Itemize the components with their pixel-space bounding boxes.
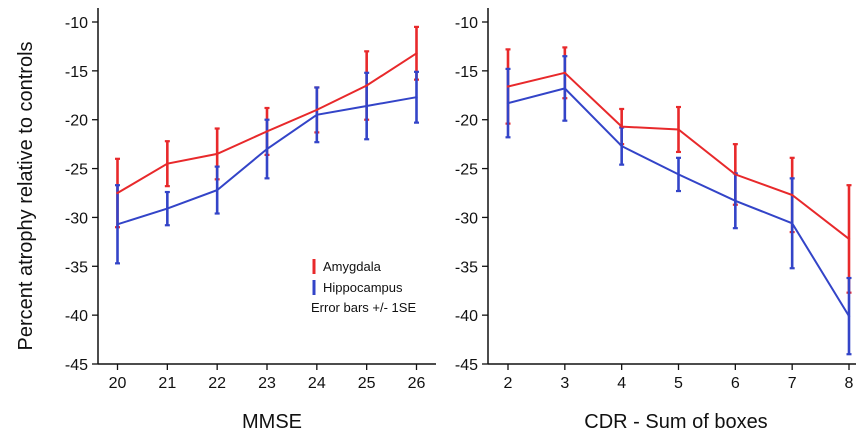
amygdala-point — [166, 162, 169, 165]
y-tick-label: -40 — [455, 308, 478, 325]
amygdala-series-line — [507, 71, 850, 240]
y-tick-label: -45 — [65, 357, 88, 374]
x-tick-label: 20 — [109, 375, 127, 392]
hippocampus-point — [734, 199, 737, 203]
hippocampus-point — [620, 144, 623, 148]
cdr-marks — [505, 46, 852, 356]
x-tick-label: 7 — [788, 375, 797, 392]
y-tick-label: -40 — [65, 308, 88, 325]
hippocampus-point — [166, 207, 169, 210]
cdr-panel: -10 -15 -20 -25 -30 -35 -40 -45 2 3 4 5 6 7 8 CDR - Su… — [455, 8, 856, 433]
y-tick-label: -10 — [65, 15, 88, 32]
hippocampus-point — [365, 104, 368, 108]
amygdala-point — [734, 173, 737, 176]
x-axis-title: MMSE — [242, 411, 302, 433]
hippocampus-point — [506, 101, 510, 105]
hippocampus-point — [677, 173, 680, 176]
amygdala-point — [620, 125, 623, 128]
hippocampus-point — [415, 96, 418, 99]
amygdala-point — [506, 85, 510, 88]
y-tick-label: -10 — [455, 15, 478, 32]
x-tick-label: 2 — [504, 375, 513, 392]
x-tick-label: 6 — [731, 375, 740, 392]
amygdala-point — [365, 84, 368, 87]
hippocampus-point — [847, 314, 851, 318]
cdr-axes — [487, 8, 856, 365]
amygdala-point — [215, 152, 219, 156]
y-tick-label: -45 — [455, 357, 478, 374]
amygdala-point — [415, 52, 418, 55]
hippocampus-point — [790, 222, 794, 225]
mmse-marks — [115, 25, 419, 265]
amygdala-point — [563, 71, 567, 75]
hippocampus-point — [563, 87, 567, 90]
y-tick-label: -30 — [455, 210, 478, 227]
x-tick-label: 22 — [208, 375, 226, 392]
y-tick-label: -25 — [65, 162, 88, 179]
x-tick-label: 24 — [308, 375, 326, 392]
mmse-panel: -10 -15 -20 -25 -30 -35 -40 -45 20 21 22 23 24 25 26 M… — [15, 8, 436, 433]
y-tick-label: -30 — [65, 210, 88, 227]
y-tick-label: -20 — [455, 113, 478, 130]
hippocampus-point — [215, 188, 219, 192]
x-tick-label: 23 — [258, 375, 276, 392]
cdr-ticks: -10 -15 -20 -25 -30 -35 -40 -45 2 3 4 5 6 7 8 — [455, 15, 854, 392]
hippocampus-point — [315, 113, 319, 117]
amygdala-point — [265, 130, 269, 133]
legend: Amygdala Hippocampus Error bars +/- 1SE — [311, 259, 416, 315]
hippocampus-point — [265, 147, 269, 151]
amygdala-point — [847, 237, 851, 241]
y-tick-label: -35 — [455, 259, 478, 276]
amygdala-point — [315, 108, 319, 112]
y-tick-label: -35 — [65, 259, 88, 276]
amygdala-point — [116, 191, 119, 195]
y-tick-label: -20 — [65, 113, 88, 130]
y-tick-label: -25 — [455, 162, 478, 179]
x-axis-title: CDR - Sum of boxes — [584, 411, 767, 433]
legend-hippocampus-label: Hippocampus — [323, 280, 403, 295]
x-tick-label: 5 — [674, 375, 683, 392]
legend-amygdala-label: Amygdala — [323, 259, 382, 274]
amygdala-point — [677, 128, 680, 131]
mmse-ticks: -10 -15 -20 -25 -30 -35 -40 -45 20 21 22 23 24 25 26 — [65, 15, 426, 392]
legend-error-note: Error bars +/- 1SE — [311, 300, 416, 315]
x-tick-label: 4 — [617, 375, 626, 392]
y-tick-label: -15 — [65, 64, 88, 81]
x-tick-label: 3 — [560, 375, 569, 392]
x-tick-label: 8 — [845, 375, 854, 392]
x-tick-label: 21 — [158, 375, 176, 392]
x-tick-label: 25 — [358, 375, 376, 392]
x-tick-label: 26 — [408, 375, 426, 392]
hippocampus-point — [116, 223, 119, 226]
y-tick-label: -15 — [455, 64, 478, 81]
y-axis-title: Percent atrophy relative to controls — [15, 41, 37, 350]
amygdala-point — [790, 193, 794, 197]
